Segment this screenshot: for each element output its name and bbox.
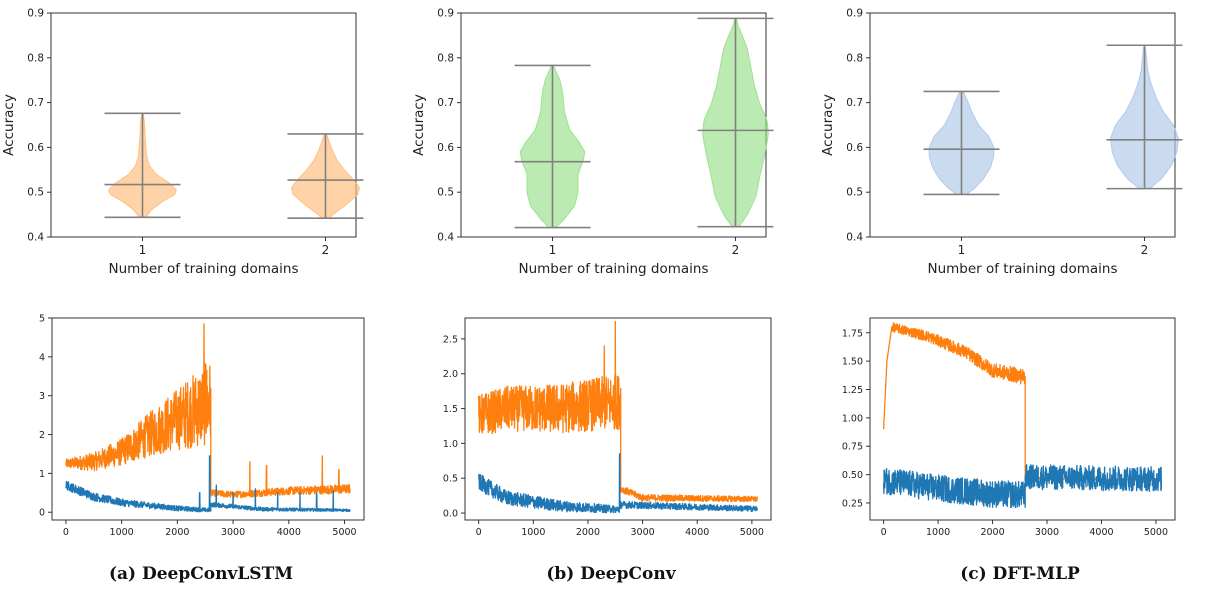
x-tick-label: 3000	[221, 527, 245, 538]
y-tick-label: 1	[39, 469, 45, 480]
violin-plot-2: 0.4 0.5 0.6 0.7 0.8 0.9 1 2 Number of training d…	[411, 8, 774, 277]
x-tick-label: 1000	[926, 527, 950, 538]
y-tick-label: 1.75	[842, 328, 863, 339]
x-tick-label: 5000	[332, 527, 356, 538]
x-tick-label: 1	[958, 243, 966, 257]
y-tick-label: 0.4	[846, 232, 863, 244]
y-tick-label: 0.6	[27, 142, 44, 154]
plot-frame	[869, 12, 1176, 238]
y-tick-label: 0.8	[846, 52, 863, 64]
x-tick-label: 2000	[165, 527, 189, 538]
x-tick-label: 1000	[110, 527, 134, 538]
plot-frame	[869, 317, 1176, 521]
x-tick-label: 0	[881, 527, 887, 538]
x-tick-label: 4000	[685, 527, 709, 538]
x-tick-label: 3000	[1035, 527, 1059, 538]
y-tick-label: 0.9	[846, 8, 863, 20]
x-tick-label: 5000	[1144, 527, 1168, 538]
line-plot-3: 0 1000 2000 3000 4000 5000 0.25 0.50 0.75 1.00 1.2…	[842, 317, 1176, 538]
x-tick-label: 4000	[277, 527, 301, 538]
y-axis-label: Accuracy	[1, 94, 17, 156]
x-tick-label: 0	[63, 527, 69, 538]
x-tick-label: 3000	[630, 527, 654, 538]
y-tick-label: 0.5	[437, 187, 454, 199]
x-tick-label: 2	[322, 243, 330, 257]
y-tick-label: 0.8	[27, 52, 44, 64]
x-tick-label: 0	[476, 527, 482, 538]
series-line-1	[65, 323, 351, 499]
y-tick-label: 0.9	[437, 8, 454, 20]
y-tick-label: 2	[39, 430, 45, 441]
x-tick-label: 2	[732, 243, 740, 257]
y-tick-label: 0.50	[842, 470, 863, 481]
caption-a: (a) DeepConvLSTM	[108, 564, 294, 584]
plot-frame	[50, 12, 357, 238]
x-tick-label: 1	[139, 243, 147, 257]
y-tick-label: 0.4	[437, 232, 454, 244]
y-tick-label: 5	[39, 314, 45, 325]
y-tick-label: 0	[39, 508, 45, 519]
y-tick-label: 0.5	[846, 187, 863, 199]
y-tick-label: 1.5	[443, 404, 458, 415]
y-tick-label: 1.0	[443, 439, 458, 450]
y-tick-label: 0.7	[846, 97, 863, 109]
plot-frame	[464, 317, 772, 521]
series-line-1	[478, 320, 758, 503]
y-tick-label: 0.5	[443, 474, 458, 485]
caption-b: (b) DeepConv	[546, 564, 676, 584]
violin-plot-3: 0.4 0.5 0.6 0.7 0.8 0.9 1 2 Number of training d…	[820, 8, 1183, 277]
x-tick-label: 1	[549, 243, 557, 257]
x-tick-label: 1000	[521, 527, 545, 538]
plot-frame	[51, 317, 365, 521]
y-tick-label: 0.6	[846, 142, 863, 154]
x-axis-label: Number of training domains	[518, 261, 708, 277]
y-tick-label: 3	[39, 391, 45, 402]
series-line-2	[478, 453, 758, 514]
violin-plot-1: 0.4 0.5 0.6 0.7 0.8 0.9 1 2 Number of training d…	[1, 8, 364, 277]
x-axis-label: Number of training domains	[108, 261, 298, 277]
y-axis-label: Accuracy	[820, 94, 836, 156]
y-tick-label: 0.25	[842, 498, 863, 509]
y-tick-label: 1.00	[842, 413, 863, 424]
x-axis-label: Number of training domains	[927, 261, 1117, 277]
y-tick-label: 0.7	[437, 97, 454, 109]
y-tick-label: 2.0	[443, 369, 458, 380]
y-tick-label: 1.50	[842, 357, 863, 368]
y-tick-label: 0.9	[27, 8, 44, 20]
x-tick-label: 2000	[576, 527, 600, 538]
x-tick-label: 2000	[980, 527, 1004, 538]
y-tick-label: 0.8	[437, 52, 454, 64]
x-tick-label: 4000	[1089, 527, 1113, 538]
y-tick-label: 0.7	[27, 97, 44, 109]
line-plot-1: 0 1000 2000 3000 4000 5000 0 1 2 3 4 5	[39, 314, 365, 538]
x-tick-label: 2	[1141, 243, 1149, 257]
series-line-2	[882, 464, 1163, 509]
y-tick-label: 0.75	[842, 442, 863, 453]
y-tick-label: 0.6	[437, 142, 454, 154]
series-line-1	[882, 322, 1162, 482]
caption-c: (c) DFT-MLP	[960, 564, 1080, 584]
line-plot-2: 0 1000 2000 3000 4000 5000 0.0 0.5 1.0 1.5 2.0 2.5	[443, 317, 772, 538]
y-tick-label: 4	[39, 352, 45, 363]
series-line-2	[65, 455, 351, 513]
y-tick-label: 0.5	[27, 187, 44, 199]
x-tick-label: 5000	[740, 527, 764, 538]
y-axis-label: Accuracy	[411, 94, 427, 156]
y-tick-label: 0.0	[443, 509, 458, 520]
y-tick-label: 1.25	[842, 385, 863, 396]
y-tick-label: 0.4	[27, 232, 44, 244]
y-tick-label: 2.5	[443, 334, 458, 345]
